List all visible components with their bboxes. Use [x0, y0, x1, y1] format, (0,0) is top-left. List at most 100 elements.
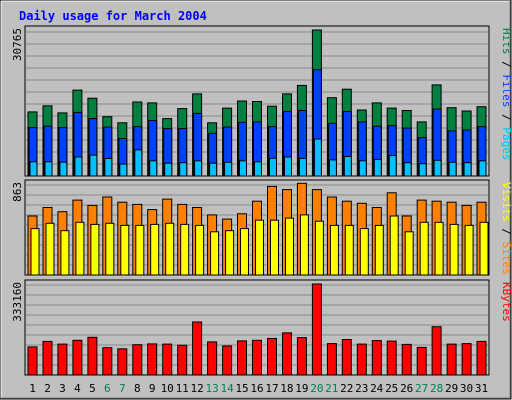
x-label-26: 26: [400, 382, 413, 395]
bar-visits-2: [45, 222, 55, 276]
bar-kbytes-2: [42, 340, 53, 376]
bar-kbytes-25: [386, 340, 397, 376]
bar-kbytes-23: [356, 343, 367, 376]
bar-pages-19: [298, 157, 307, 177]
x-label-30: 30: [460, 382, 473, 395]
bar-visits-13: [210, 231, 220, 276]
bar-pages-21: [328, 159, 337, 177]
bar-pages-25: [388, 155, 397, 177]
bar-kbytes-4: [72, 339, 83, 376]
x-label-27: 27: [415, 382, 428, 395]
bar-pages-9: [149, 160, 158, 177]
x-label-24: 24: [370, 382, 384, 395]
bar-visits-8: [135, 224, 145, 276]
panel-max-label: 333160: [11, 282, 24, 322]
bar-kbytes-27: [416, 346, 427, 376]
bar-visits-27: [419, 221, 429, 276]
bar-kbytes-17: [267, 337, 277, 376]
bar-pages-17: [269, 157, 277, 177]
bar-kbytes-13: [207, 341, 218, 376]
bar-visits-19: [299, 214, 309, 276]
x-axis-labels: 1 2 3 4 5 6 7 8 9 10 11 12 13 14 15 16 17 18 19 20 21 22 23 24 2…: [29, 382, 488, 395]
bar-visits-28: [434, 221, 444, 276]
bar-visits-20: [314, 220, 324, 276]
bar-pages-11: [179, 162, 188, 177]
legend-files: Files: [500, 74, 512, 107]
bar-pages-4: [74, 156, 83, 177]
bar-kbytes-20: [311, 283, 322, 376]
bar-pages-1: [29, 161, 38, 177]
x-label-16: 16: [250, 382, 263, 395]
bar-kbytes-8: [132, 344, 143, 376]
bar-visits-15: [240, 228, 249, 276]
bar-kbytes-30: [461, 343, 472, 376]
bar-pages-2: [44, 161, 53, 177]
bar-kbytes-10: [162, 343, 173, 376]
bar-visits-31: [479, 221, 489, 276]
bar-pages-12: [194, 160, 203, 177]
bar-kbytes-24: [371, 340, 382, 376]
bar-kbytes-3: [57, 343, 68, 376]
bar-pages-13: [209, 162, 218, 177]
bar-pages-16: [254, 161, 262, 177]
bar-pages-22: [343, 156, 352, 177]
legend-hits: Hits: [500, 28, 512, 55]
bar-pages-8: [134, 149, 143, 177]
bar-pages-20: [313, 138, 322, 177]
x-label-31: 31: [475, 382, 488, 395]
bar-kbytes-19: [296, 337, 307, 376]
legend-separator: /: [500, 108, 512, 128]
chart-title: Daily usage for March 2004: [19, 9, 207, 23]
x-label-15: 15: [235, 382, 248, 395]
bar-pages-14: [224, 161, 233, 177]
bar-visits-10: [165, 222, 175, 276]
x-label-18: 18: [280, 382, 293, 395]
panel-2: 863 Visits / Sites: [11, 179, 512, 276]
bar-kbytes-5: [87, 336, 98, 376]
bar-pages-27: [418, 163, 427, 177]
x-label-7: 7: [119, 382, 126, 395]
bar-visits-24: [374, 224, 384, 276]
bar-visits-30: [464, 224, 474, 276]
bar-kbytes-28: [431, 326, 442, 376]
x-label-3: 3: [59, 382, 66, 395]
panel-max-label: 863: [11, 182, 24, 202]
bar-pages-7: [119, 163, 128, 177]
bar-pages-23: [358, 160, 367, 177]
panel-legend: Visits / Sites: [500, 182, 512, 275]
legend-separator: /: [500, 222, 512, 242]
bar-pages-24: [373, 158, 382, 177]
bar-visits-17: [270, 219, 279, 276]
bar-kbytes-21: [326, 343, 337, 376]
bar-pages-3: [59, 161, 68, 177]
bar-kbytes-6: [102, 347, 113, 376]
bar-visits-3: [60, 230, 70, 276]
bar-kbytes-7: [117, 348, 128, 376]
bar-kbytes-22: [341, 339, 352, 376]
x-label-22: 22: [340, 382, 353, 395]
x-label-25: 25: [385, 382, 398, 395]
x-label-28: 28: [430, 382, 443, 395]
x-label-20: 20: [310, 382, 323, 395]
bar-visits-6: [105, 222, 115, 276]
bar-pages-31: [478, 160, 487, 177]
legend-separator: /: [500, 55, 512, 75]
x-label-4: 4: [74, 382, 81, 395]
x-label-21: 21: [325, 382, 338, 395]
x-label-9: 9: [149, 382, 156, 395]
bar-visits-29: [449, 223, 459, 276]
bar-kbytes-1: [27, 346, 38, 376]
bar-kbytes-31: [476, 340, 487, 376]
bar-kbytes-16: [252, 339, 262, 376]
x-label-11: 11: [176, 382, 189, 395]
bar-visits-25: [389, 215, 399, 276]
x-label-12: 12: [190, 382, 203, 395]
bar-kbytes-11: [177, 344, 188, 376]
bar-kbytes-18: [282, 332, 292, 376]
bar-visits-23: [359, 228, 369, 276]
x-label-13: 13: [205, 382, 218, 395]
x-label-29: 29: [445, 382, 458, 395]
bar-visits-18: [285, 217, 294, 276]
